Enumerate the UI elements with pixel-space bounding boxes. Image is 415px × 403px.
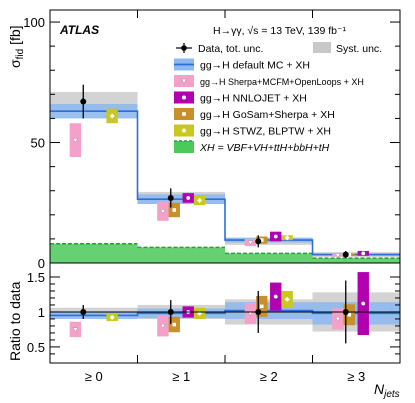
x-category-label: ≥ 0	[85, 369, 103, 384]
prediction-marker	[247, 240, 254, 246]
data-point	[255, 238, 262, 245]
default-mc-line	[50, 110, 400, 256]
y-tick-label: 50	[31, 136, 45, 151]
process-label: H→γγ, √s = 13 TeV, 139 fb⁻¹	[213, 25, 347, 37]
prediction-marker	[259, 304, 264, 309]
legend-label-default: gg→H default MC + XH	[200, 60, 310, 72]
ratio-tick-label: 1	[38, 305, 45, 320]
y-tick-label: 100	[23, 15, 45, 30]
prediction-marker	[72, 327, 79, 333]
xh-bar	[312, 258, 400, 263]
ratio-panel-plot-area	[50, 272, 400, 344]
prediction-marker	[186, 196, 191, 200]
prediction-marker	[284, 296, 290, 302]
x-category-label: ≥ 2	[260, 369, 278, 384]
xh-bar	[137, 247, 225, 263]
legend-label-stwz: gg→H STWZ, BLPTW + XH	[200, 126, 331, 138]
prediction-marker	[172, 208, 177, 212]
ratio-axis-label: Ratio to data	[7, 281, 23, 361]
prediction-marker	[335, 316, 341, 322]
prediction-marker	[109, 113, 115, 119]
y-axis-label: σfid [fb]	[7, 25, 26, 68]
legend-syst-swatch	[313, 42, 331, 53]
prediction-marker	[347, 312, 352, 317]
y-tick-label: 0	[38, 256, 45, 271]
legend-swatch-xh	[174, 141, 194, 153]
prediction-marker	[347, 253, 352, 257]
experiment-label: ATLAS	[59, 23, 99, 37]
legend-label-syst: Syst. unc.	[336, 43, 382, 55]
prediction-marker	[273, 294, 278, 299]
x-category-label: ≥ 3	[347, 369, 365, 384]
x-category-label: ≥ 1	[172, 369, 190, 384]
x-axis-label: Njets	[374, 381, 400, 400]
legend-marker-sherpa	[181, 78, 187, 85]
prediction-marker	[172, 322, 177, 327]
prediction-marker	[335, 253, 341, 259]
legend-data-marker	[181, 45, 187, 51]
prediction-marker	[361, 251, 366, 256]
legend-marker-gosam	[182, 112, 186, 116]
legend-label-xh: XH = VBF+VH+ttH+bbH+tH	[199, 142, 330, 154]
legend-label-gosam: gg→H GoSam+Sherpa + XH	[200, 109, 335, 121]
prediction-marker	[160, 209, 166, 214]
ratio-tick-label: 1.5	[27, 270, 45, 285]
ratio-tick-label: 0.5	[27, 340, 45, 355]
prediction-marker	[361, 301, 366, 306]
data-point	[80, 98, 87, 105]
prediction-marker	[72, 138, 79, 143]
prediction-marker	[197, 197, 203, 203]
legend-marker-stwz	[181, 128, 187, 133]
main-panel-plot-area	[50, 84, 400, 263]
legend-label-sherpa: gg→H Sherpa+MCFM+OpenLoops + XH	[200, 77, 364, 87]
prediction-marker	[109, 315, 115, 321]
prediction-marker	[284, 235, 290, 241]
prediction-marker	[259, 238, 264, 242]
data-point	[342, 251, 349, 258]
prediction-marker	[273, 234, 278, 239]
legend-label-nnlojet: gg→H NNLOJET + XH	[200, 93, 307, 105]
xh-bar	[225, 253, 313, 263]
xh-bar	[50, 243, 138, 263]
data-point	[167, 194, 174, 201]
ratio-panel	[49, 262, 401, 364]
legend-label-data: Data, tot. unc.	[198, 43, 263, 55]
prediction-marker	[160, 323, 166, 329]
legend-marker-nnlojet	[182, 95, 186, 100]
